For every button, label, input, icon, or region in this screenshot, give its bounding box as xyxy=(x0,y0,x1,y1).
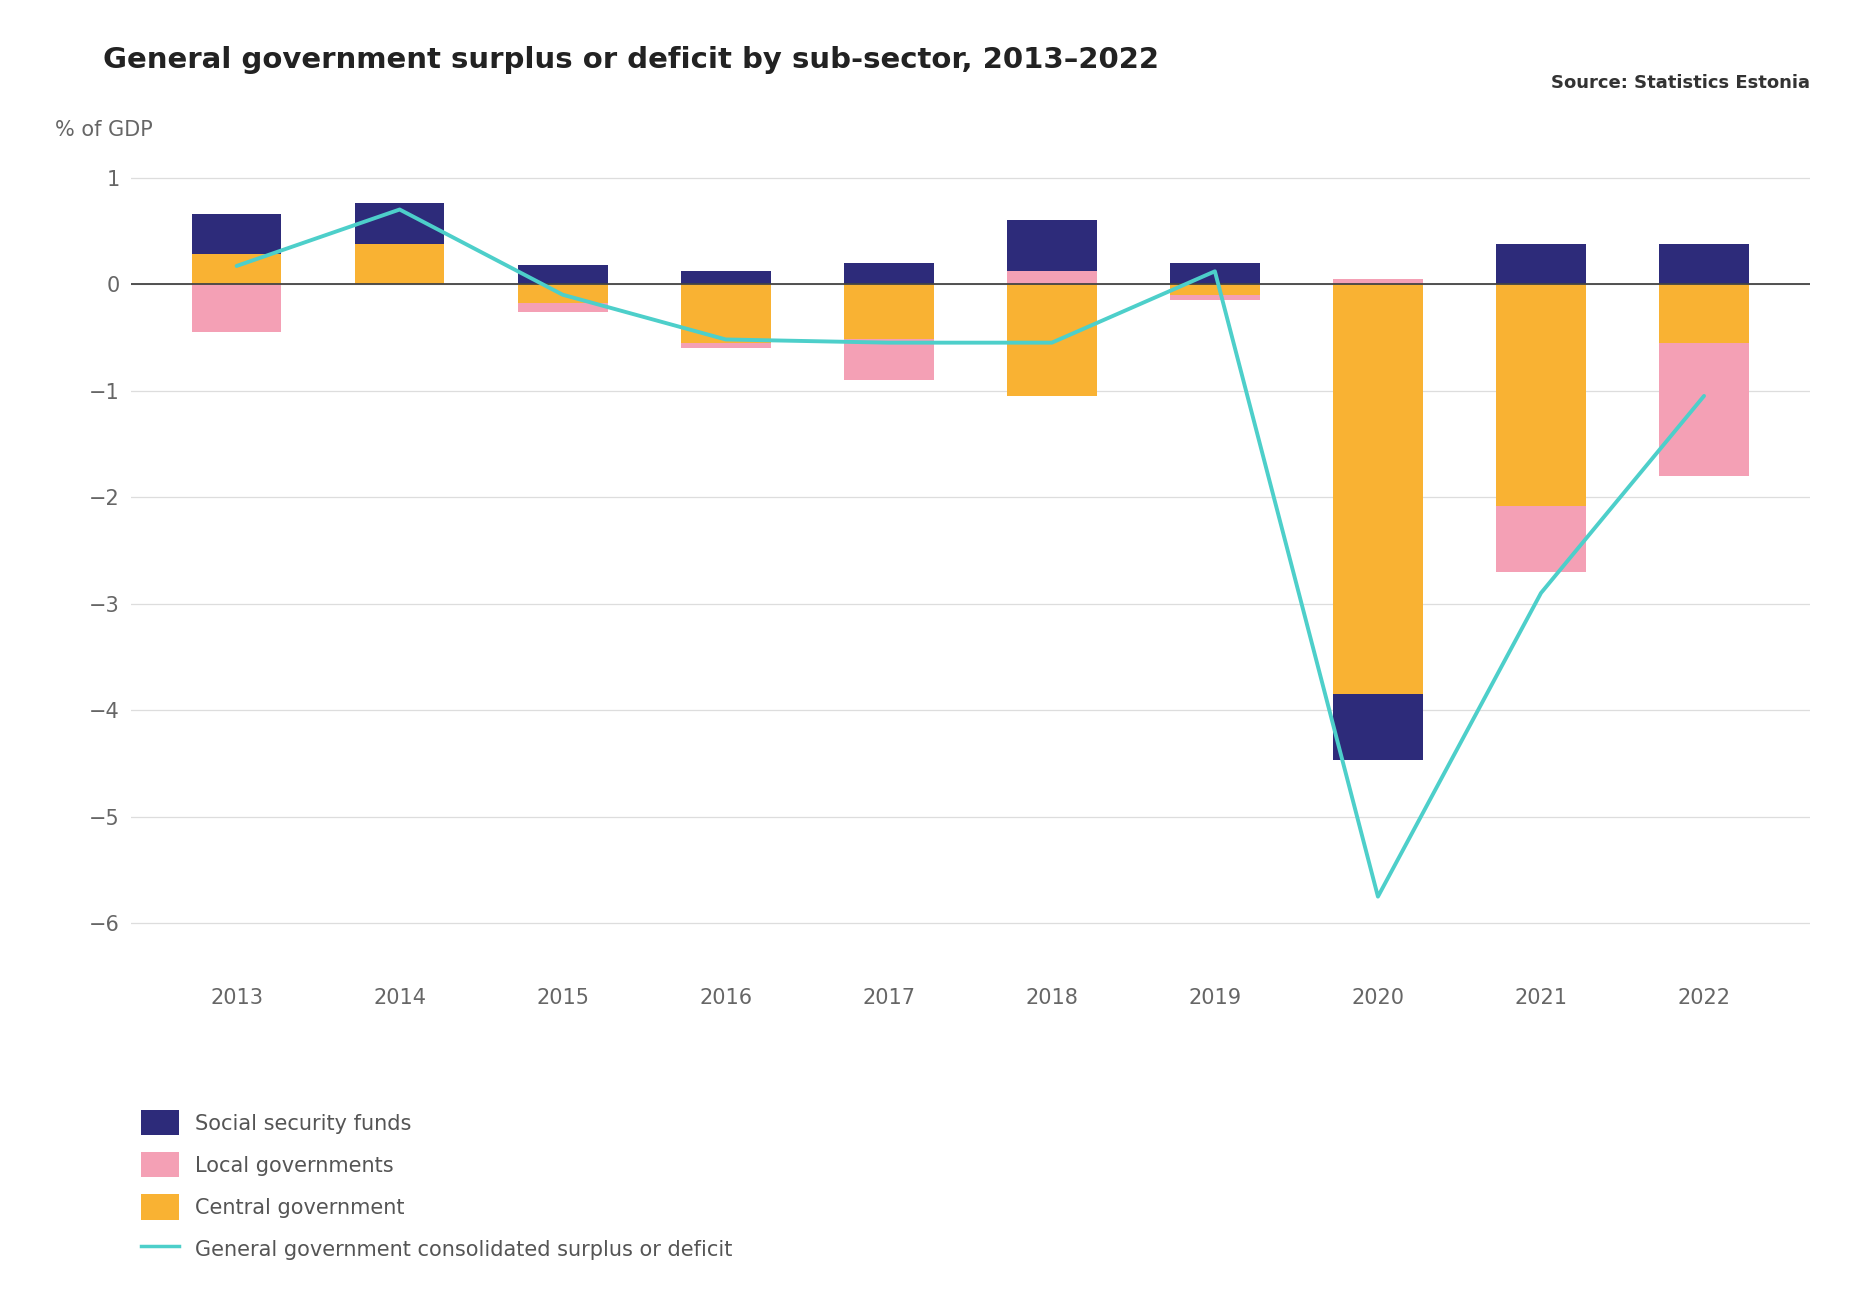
Bar xyxy=(681,342,771,348)
Text: Source: Statistics Estonia: Source: Statistics Estonia xyxy=(1551,74,1810,92)
Text: General government surplus or deficit by sub-sector, 2013–2022: General government surplus or deficit by… xyxy=(103,46,1159,74)
Bar xyxy=(1497,243,1586,284)
Bar xyxy=(1332,279,1422,284)
Bar xyxy=(681,271,771,284)
Bar xyxy=(519,303,608,311)
Bar xyxy=(519,284,608,303)
Bar xyxy=(1008,284,1097,396)
Bar xyxy=(1497,505,1586,572)
Bar xyxy=(1170,294,1260,299)
Bar xyxy=(1659,243,1748,284)
Bar xyxy=(192,254,282,284)
Bar xyxy=(1332,284,1422,694)
Bar xyxy=(1170,263,1260,284)
Bar xyxy=(843,263,933,284)
Bar xyxy=(355,243,444,284)
Bar xyxy=(192,284,282,332)
Bar xyxy=(519,264,608,284)
Text: % of GDP: % of GDP xyxy=(56,120,153,139)
Bar xyxy=(1008,220,1097,271)
Bar xyxy=(1008,271,1097,284)
Bar xyxy=(1170,284,1260,294)
Bar xyxy=(843,340,933,380)
Bar xyxy=(1332,694,1422,760)
Bar xyxy=(192,214,282,254)
Legend: Social security funds, Local governments, Central government, General government: Social security funds, Local governments… xyxy=(142,1111,733,1262)
Bar xyxy=(843,284,933,340)
Bar xyxy=(1497,284,1586,505)
Bar xyxy=(355,203,444,243)
Bar xyxy=(1659,284,1748,342)
Bar xyxy=(681,284,771,342)
Bar xyxy=(1659,342,1748,475)
